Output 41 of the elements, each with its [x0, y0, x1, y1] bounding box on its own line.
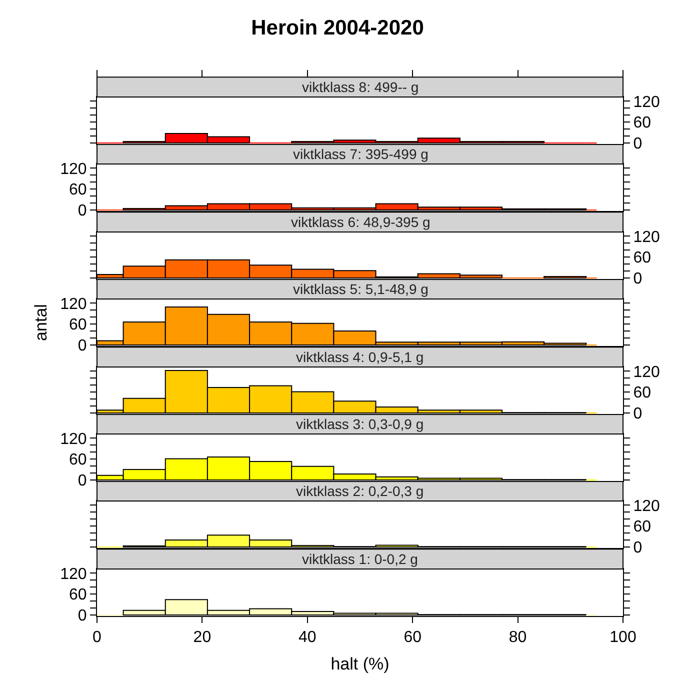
- y-tick-label: 120: [633, 498, 660, 516]
- y-tick-label: 120: [60, 430, 87, 448]
- y-tick-label: 0: [78, 338, 87, 355]
- y-tick-label: 120: [633, 363, 660, 380]
- chart-subtitle: viktklass 5: 5,1-48,9 g: [293, 281, 428, 298]
- y-tick-label: 0: [78, 202, 87, 220]
- x-tick-label: 60: [404, 628, 422, 646]
- y-tick-label: 120: [60, 296, 87, 313]
- chart-subtitle: viktklass 1: 0-0,2 g: [302, 550, 418, 567]
- y-tick-label: 60: [69, 182, 87, 200]
- chart-subtitle: viktklass 4: 0,9-5,1 g: [296, 348, 424, 364]
- chart-subtitle: viktklass 6: 48,9-395 g: [291, 214, 430, 230]
- x-tick-label: 20: [193, 628, 212, 646]
- x-tick-label: 100: [610, 628, 636, 646]
- chart-subtitle: viktklass 3: 0,3-0,9 g: [296, 416, 424, 432]
- y-tick-label: 0: [633, 540, 642, 557]
- y-tick-label: 120: [633, 94, 660, 111]
- y-tick-label: 120: [633, 228, 660, 246]
- x-tick-label: 40: [298, 628, 316, 646]
- x-tick-label: 80: [508, 628, 527, 646]
- y-tick-label: 0: [633, 136, 642, 153]
- y-tick-label: 60: [633, 249, 652, 266]
- y-tick-label: 120: [60, 565, 87, 582]
- chart-subtitle: viktklass 7: 395-499 g: [293, 146, 428, 162]
- y-tick-label: 0: [633, 405, 642, 422]
- x-axis-title: halt (%): [330, 654, 390, 674]
- y-tick-label: 60: [633, 384, 652, 402]
- y-tick-label: 0: [78, 472, 87, 490]
- chart-title: Heroin 2004-2020: [251, 16, 424, 40]
- y-tick-label: 60: [69, 452, 87, 469]
- y-tick-label: 60: [69, 316, 87, 334]
- y-axis-title: antal: [32, 304, 51, 342]
- y-tick-label: 60: [69, 586, 87, 604]
- x-tick-label: 0: [92, 628, 102, 646]
- y-tick-label: 0: [633, 270, 642, 288]
- y-tick-label: 0: [78, 607, 87, 624]
- chart-subtitle: viktklass 8: 499-- g: [302, 79, 419, 95]
- chart-subtitle: viktklass 2: 0,2-0,3 g: [296, 483, 424, 500]
- y-tick-label: 60: [633, 114, 652, 132]
- y-tick-label: 120: [60, 161, 87, 178]
- y-tick-label: 60: [633, 518, 652, 536]
